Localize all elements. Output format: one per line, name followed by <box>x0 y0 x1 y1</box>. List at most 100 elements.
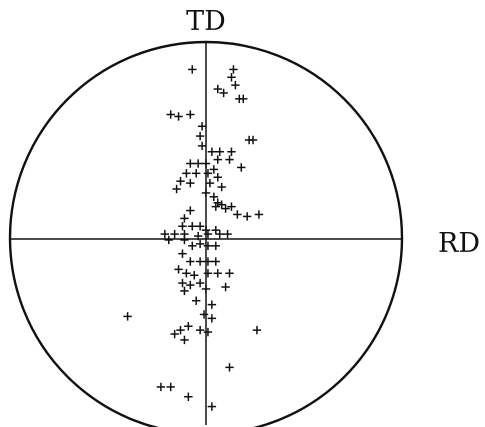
pole-point <box>205 178 215 188</box>
pole-point <box>166 382 175 392</box>
pole-point <box>209 165 219 174</box>
pole-point <box>186 206 195 215</box>
pole-point <box>215 147 224 156</box>
pole-point <box>178 249 187 258</box>
pole-point <box>213 269 222 278</box>
pole-point <box>178 278 187 288</box>
pole-point <box>201 188 211 198</box>
pole-point <box>239 94 248 104</box>
pole-point <box>195 239 205 249</box>
pole-point <box>207 402 217 411</box>
pole-point <box>182 169 191 178</box>
pole-point <box>186 178 195 188</box>
pole-point <box>184 322 193 331</box>
pole-point <box>184 392 193 401</box>
pole-point <box>176 176 185 186</box>
pole-point <box>199 310 209 319</box>
pole-point <box>221 282 230 292</box>
pole-point <box>164 235 173 245</box>
pole-point <box>188 222 197 231</box>
pole-point <box>223 229 232 239</box>
pole-point <box>211 225 220 235</box>
pole-marks <box>123 65 264 411</box>
label-td: TD <box>186 6 226 37</box>
pole-point <box>170 329 179 339</box>
pole-point <box>227 147 236 156</box>
pole-point <box>190 271 199 280</box>
pole-point <box>252 325 262 335</box>
pole-point <box>180 335 189 345</box>
pole-point <box>231 80 240 90</box>
pole-point <box>186 159 195 168</box>
pole-point <box>170 229 179 239</box>
pole-point <box>182 269 191 278</box>
pole-point <box>233 210 242 219</box>
pole-point <box>213 198 222 207</box>
pole-point <box>123 312 132 321</box>
pole-point <box>207 147 217 156</box>
pole-point <box>178 222 187 231</box>
pole-point <box>195 325 205 335</box>
pole-point <box>217 182 226 192</box>
pole-point <box>211 202 220 211</box>
pole-point <box>229 65 238 74</box>
pole-point <box>172 184 181 194</box>
pole-point <box>207 300 217 309</box>
pole-point <box>237 163 246 172</box>
pole-point <box>217 200 226 209</box>
pole-point <box>225 155 234 164</box>
pole-point <box>195 257 205 266</box>
pole-point <box>174 112 183 121</box>
pole-point <box>195 278 205 288</box>
pole-point <box>207 314 217 323</box>
pole-point <box>160 229 170 239</box>
pole-point <box>203 169 213 178</box>
pole-point <box>254 210 264 219</box>
pole-point <box>219 88 228 98</box>
pole-point <box>203 241 213 251</box>
pole-point <box>209 192 219 202</box>
label-rd: RD <box>438 228 480 259</box>
pole-point <box>195 131 205 141</box>
pole-point <box>201 159 211 168</box>
pole-point <box>192 296 201 305</box>
pole-point <box>188 65 197 74</box>
pole-point <box>227 202 236 211</box>
pole-point <box>227 73 236 82</box>
pole-point <box>201 284 211 294</box>
pole-point <box>192 169 201 178</box>
pole-point <box>248 135 258 145</box>
pole-point <box>193 231 203 241</box>
pole-point <box>186 280 195 290</box>
pole-point <box>221 204 230 213</box>
pole-point <box>211 257 220 266</box>
pole-point <box>225 363 234 372</box>
pole-point <box>180 214 189 223</box>
pole-point <box>203 257 213 266</box>
pole-point <box>180 235 189 245</box>
pole-point <box>193 159 203 168</box>
pole-point <box>211 241 220 251</box>
pole-point <box>186 110 195 119</box>
pole-point <box>166 110 175 119</box>
pole-point <box>188 241 197 251</box>
pole-point <box>203 327 213 337</box>
pole-point <box>197 122 207 131</box>
pole-point <box>203 229 213 239</box>
pole-point <box>156 382 166 392</box>
pole-point <box>201 225 211 235</box>
pole-point <box>203 269 213 278</box>
pole-point <box>215 229 224 239</box>
pole-point <box>180 286 189 296</box>
pole-point <box>197 141 207 151</box>
pole-point <box>213 155 222 164</box>
pole-point <box>186 257 195 266</box>
pole-point <box>213 173 222 182</box>
pole-point <box>213 84 222 94</box>
pole-point <box>174 265 183 274</box>
pole-point <box>176 325 185 335</box>
pole-point <box>242 212 252 221</box>
pole-point <box>195 222 205 231</box>
pole-point <box>225 269 234 278</box>
